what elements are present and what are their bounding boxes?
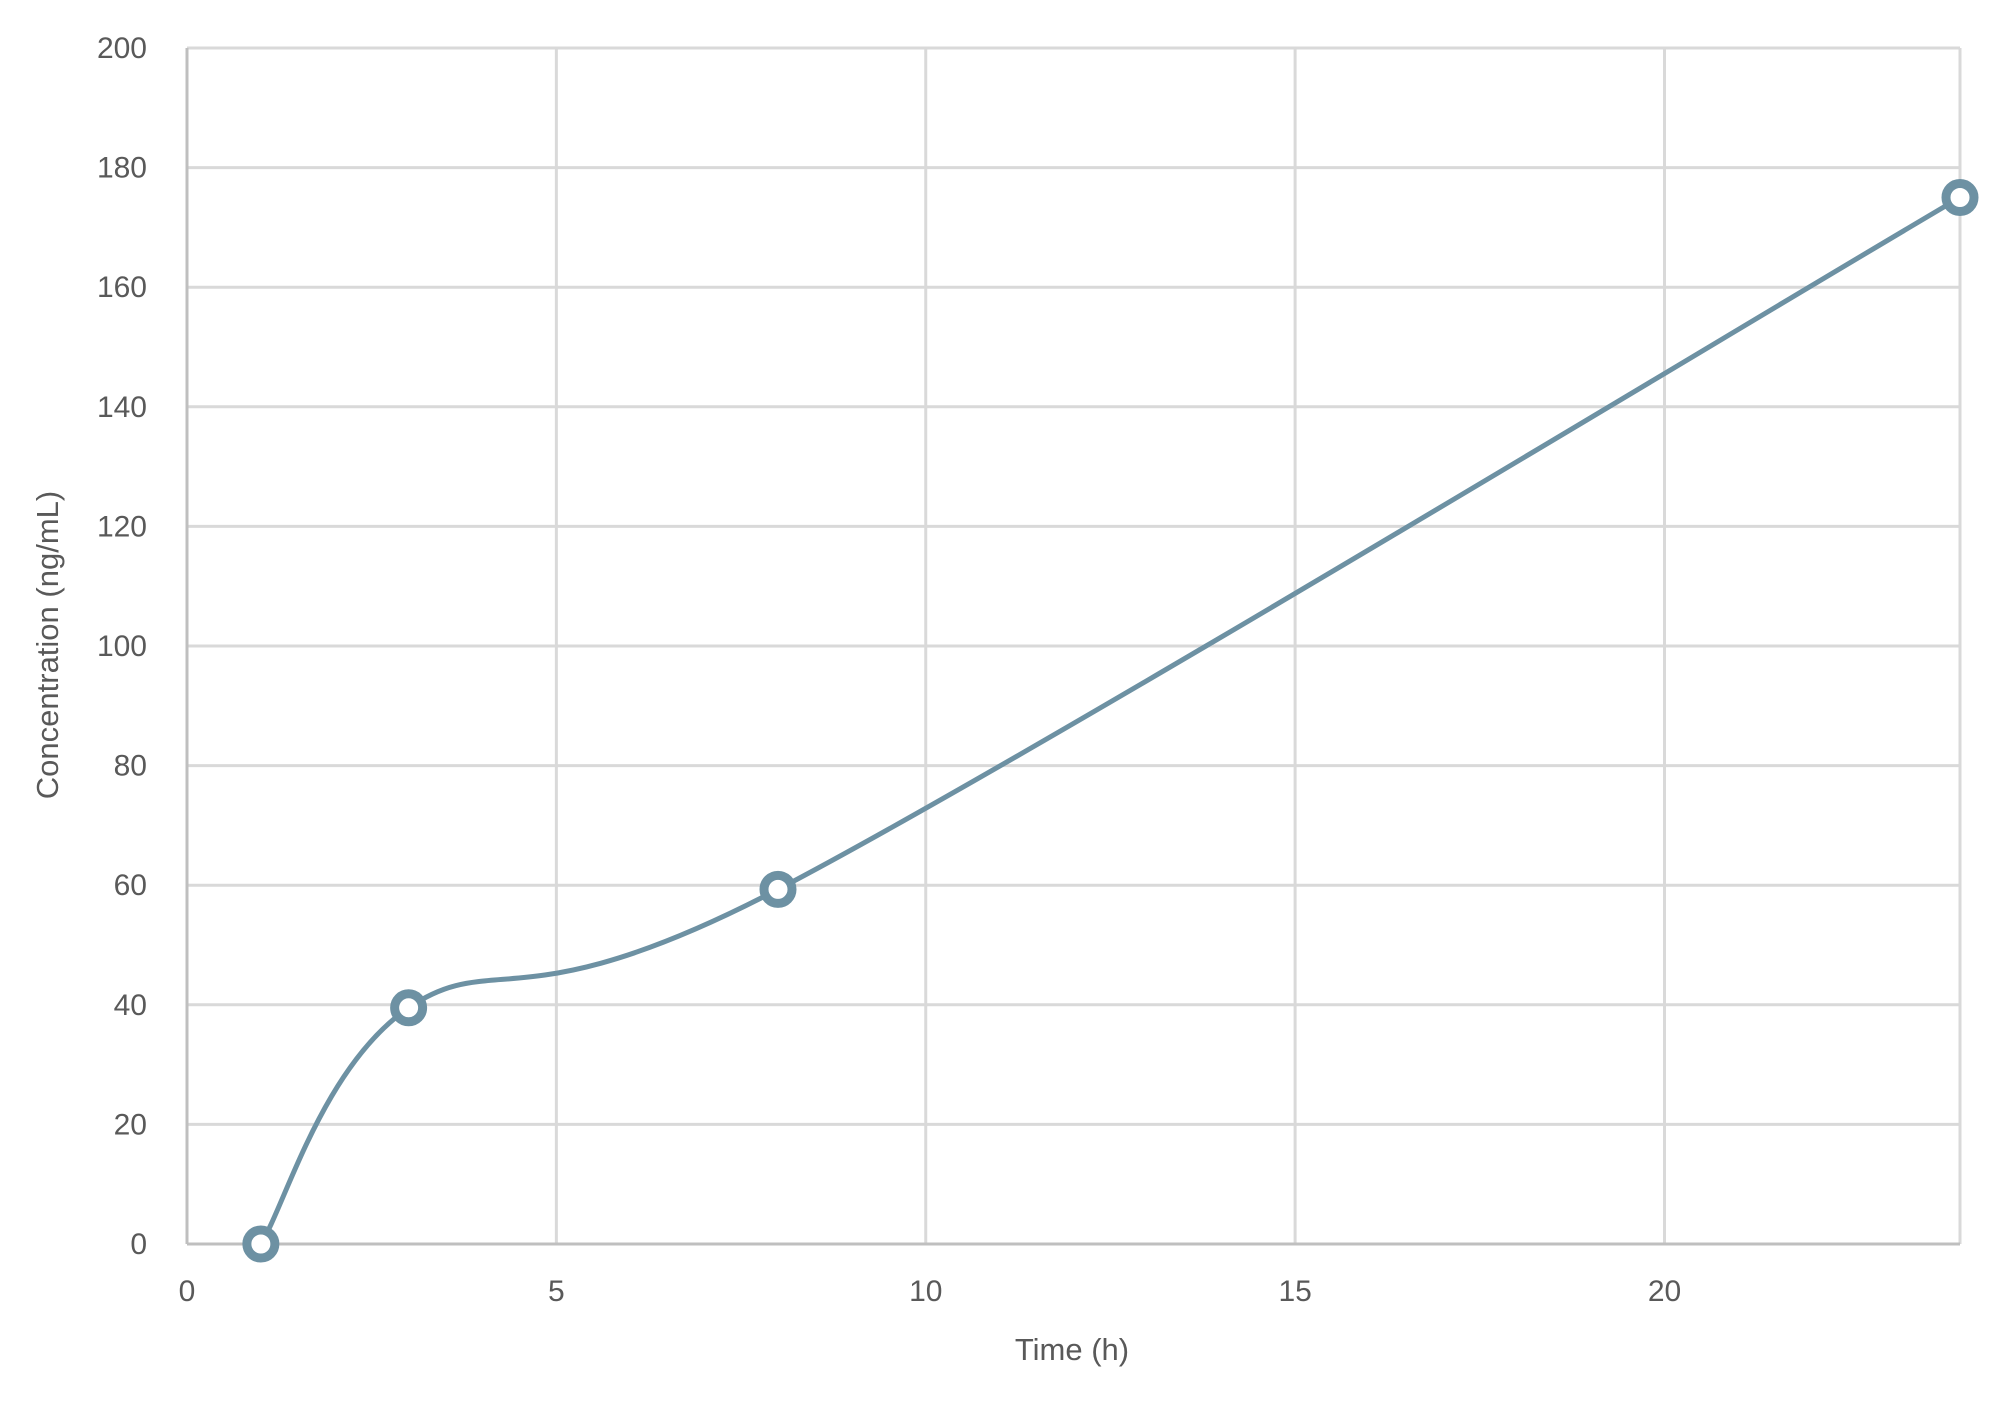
y-tick-label: 160 bbox=[97, 271, 147, 304]
x-tick-label: 15 bbox=[1278, 1275, 1311, 1308]
x-tick-label: 20 bbox=[1648, 1275, 1681, 1308]
x-tick-label: 5 bbox=[548, 1275, 565, 1308]
x-tick-label: 10 bbox=[909, 1275, 942, 1308]
y-tick-label: 20 bbox=[114, 1108, 147, 1141]
tick-labels: 0 20 40 60 80 100 120 140 160 180 200 0 5 10 15 20 bbox=[97, 32, 1681, 1308]
data-point bbox=[759, 870, 797, 908]
y-tick-label: 40 bbox=[114, 989, 147, 1022]
y-tick-label: 0 bbox=[130, 1228, 147, 1261]
y-tick-label: 180 bbox=[97, 152, 147, 185]
x-axis-title: Time (h) bbox=[1015, 1332, 1129, 1367]
y-tick-label: 200 bbox=[97, 32, 147, 65]
data-point bbox=[390, 989, 428, 1027]
y-tick-label: 120 bbox=[97, 510, 147, 543]
y-tick-label: 140 bbox=[97, 391, 147, 424]
series bbox=[242, 179, 1979, 1263]
grid bbox=[185, 46, 1962, 1246]
y-tick-label: 100 bbox=[97, 630, 147, 663]
x-tick-label: 0 bbox=[179, 1275, 196, 1308]
y-tick-label: 60 bbox=[114, 869, 147, 902]
y-axis-title: Concentration (ng/mL) bbox=[30, 491, 65, 799]
axes bbox=[185, 48, 1960, 1246]
data-point bbox=[242, 1225, 280, 1263]
series-line bbox=[258, 195, 1963, 1247]
data-point bbox=[1941, 179, 1979, 216]
y-tick-label: 80 bbox=[114, 750, 147, 783]
